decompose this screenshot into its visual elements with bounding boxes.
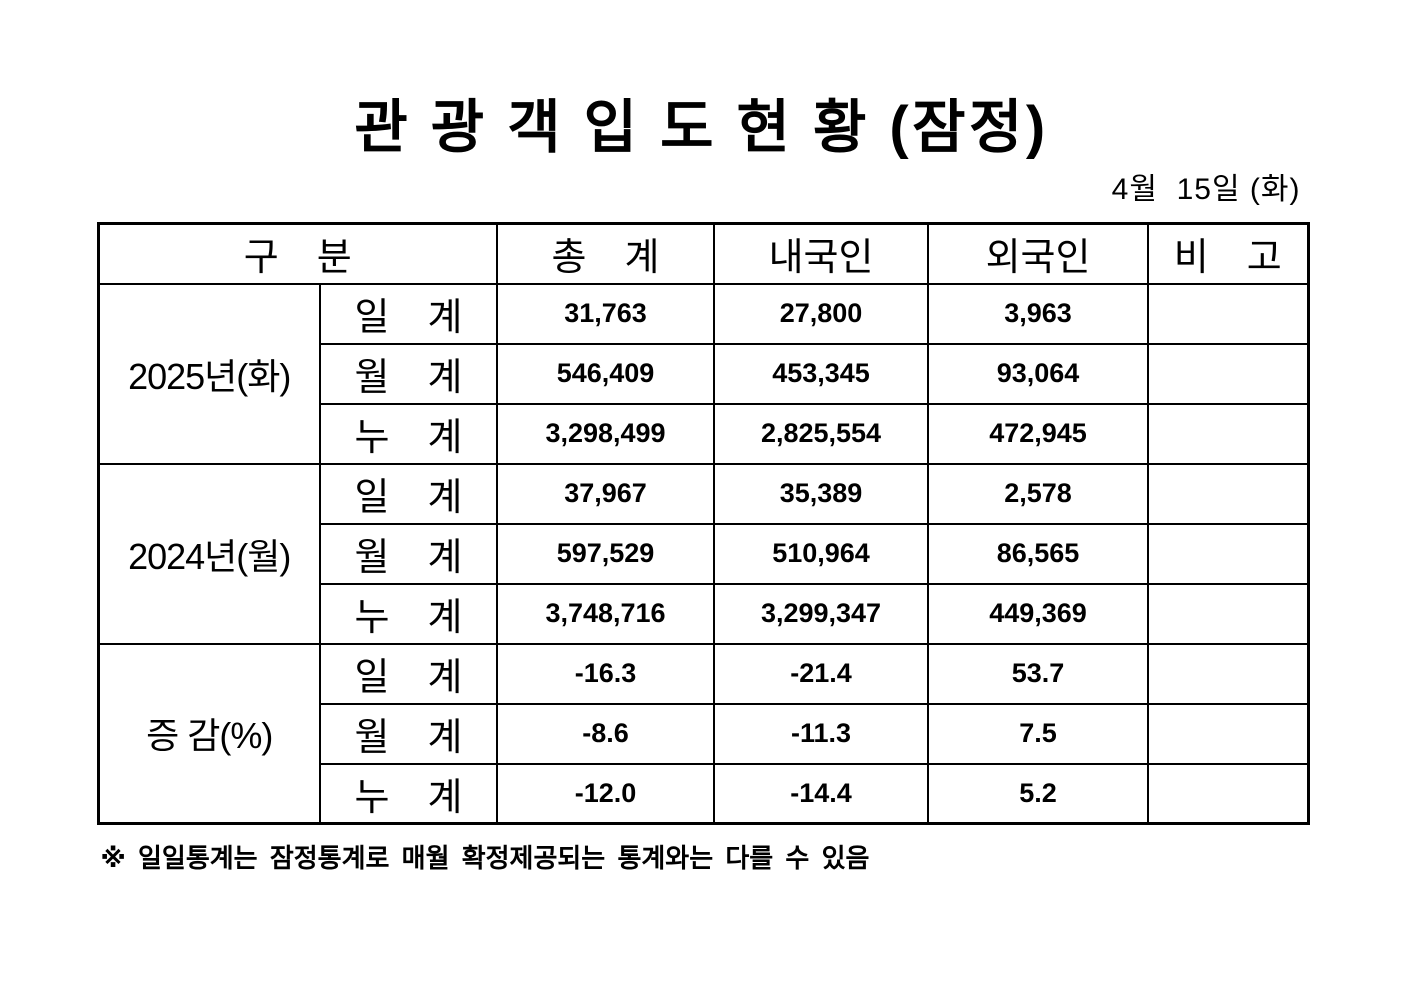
value-domestic: 35,389 xyxy=(713,462,930,525)
group-label-2024: 2024년(월) xyxy=(97,462,321,645)
value-total: 546,409 xyxy=(496,342,716,405)
value-domestic: -14.4 xyxy=(713,762,930,825)
row-label-daily: 일 계 xyxy=(318,462,499,525)
value-total: 3,748,716 xyxy=(496,582,716,645)
note-cell xyxy=(1147,642,1310,705)
value-foreign: 449,369 xyxy=(927,582,1150,645)
col-header-domestic: 내국인 xyxy=(713,222,930,285)
note-cell xyxy=(1147,402,1310,465)
note-cell xyxy=(1147,702,1310,765)
note-cell xyxy=(1147,282,1310,345)
value-total: 37,967 xyxy=(496,462,716,525)
value-foreign: 2,578 xyxy=(927,462,1150,525)
value-foreign: 7.5 xyxy=(927,702,1150,765)
value-foreign: 93,064 xyxy=(927,342,1150,405)
report-date: 4월 15일 (화) xyxy=(1111,173,1301,206)
group-label-2025: 2025년(화) xyxy=(97,282,321,465)
value-domestic: -21.4 xyxy=(713,642,930,705)
table-row: 누 계 3,298,499 2,825,554 472,945 xyxy=(98,402,1310,465)
row-label-daily: 일 계 xyxy=(318,642,499,705)
value-total: 31,763 xyxy=(496,282,716,345)
footnote: ※ 일일통계는 잠정통계로 매월 확정제공되는 통계와는 다를 수 있음 xyxy=(100,843,870,873)
col-header-foreign: 외국인 xyxy=(927,222,1150,285)
value-total: -8.6 xyxy=(496,702,716,765)
value-foreign: 53.7 xyxy=(927,642,1150,705)
note-cell xyxy=(1147,462,1310,525)
row-label-cumulative: 누 계 xyxy=(318,762,499,825)
table-row: 2024년(월) 일 계 37,967 35,389 2,578 xyxy=(97,462,1310,645)
value-domestic: 27,800 xyxy=(713,282,930,345)
value-domestic: 2,825,554 xyxy=(713,402,930,465)
table-header-row: 구 분 총 계 내국인 외국인 비 고 xyxy=(96,222,1310,285)
group-label-change-pct: 증 감(%) xyxy=(97,642,321,825)
col-header-category: 구 분 xyxy=(96,222,499,285)
row-label-monthly: 월 계 xyxy=(318,522,499,585)
row-label-cumulative: 누 계 xyxy=(318,582,499,645)
value-foreign: 472,945 xyxy=(927,402,1150,465)
col-header-total: 총 계 xyxy=(496,222,716,285)
row-label-monthly: 월 계 xyxy=(318,342,499,405)
value-total: -16.3 xyxy=(496,642,716,705)
value-domestic: 453,345 xyxy=(713,342,930,405)
value-domestic: -11.3 xyxy=(713,702,930,765)
value-foreign: 3,963 xyxy=(927,282,1150,345)
col-header-note: 비 고 xyxy=(1147,222,1310,285)
value-total: 3,298,499 xyxy=(496,402,716,465)
value-foreign: 5.2 xyxy=(927,762,1150,825)
page-title: 관 광 객 입 도 현 황 (잠정) xyxy=(354,95,1049,160)
value-domestic: 510,964 xyxy=(713,522,930,585)
document-page: 관 광 객 입 도 현 황 (잠정) 4월 15일 (화) 구 분 총 계 내국… xyxy=(96,88,1310,875)
tourist-statistics-table: 구 분 총 계 내국인 외국인 비 고 2025년(화) 일 계 31,763 … xyxy=(96,222,1310,825)
table-row: 누 계 -12.0 -14.4 5.2 xyxy=(98,762,1310,825)
note-cell xyxy=(1147,522,1310,585)
table-row: 월 계 597,529 510,964 86,565 xyxy=(98,522,1310,585)
value-total: 597,529 xyxy=(496,522,716,585)
row-label-cumulative: 누 계 xyxy=(318,402,499,465)
value-total: -12.0 xyxy=(496,762,716,825)
value-foreign: 86,565 xyxy=(927,522,1150,585)
table-row: 증 감(%) 일 계 -16.3 -21.4 53.7 xyxy=(97,642,1310,825)
note-cell xyxy=(1147,342,1310,405)
row-label-daily: 일 계 xyxy=(318,282,499,345)
note-cell xyxy=(1147,762,1310,825)
row-label-monthly: 월 계 xyxy=(318,702,499,765)
table-row: 월 계 546,409 453,345 93,064 xyxy=(98,342,1310,405)
table-row: 월 계 -8.6 -11.3 7.5 xyxy=(98,702,1310,765)
table-row: 2025년(화) 일 계 31,763 27,800 3,963 xyxy=(97,282,1310,465)
value-domestic: 3,299,347 xyxy=(713,582,930,645)
note-cell xyxy=(1147,582,1310,645)
table-row: 누 계 3,748,716 3,299,347 449,369 xyxy=(98,582,1310,645)
